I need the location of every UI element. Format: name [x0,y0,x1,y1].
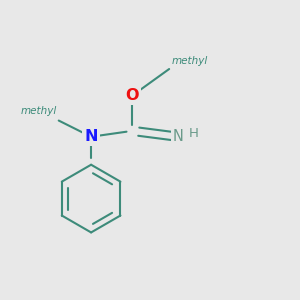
Text: methyl: methyl [21,106,57,116]
Text: methyl: methyl [172,56,208,66]
Text: O: O [126,88,139,103]
Text: N: N [84,129,98,144]
Text: H: H [189,127,199,140]
Text: N: N [172,129,183,144]
